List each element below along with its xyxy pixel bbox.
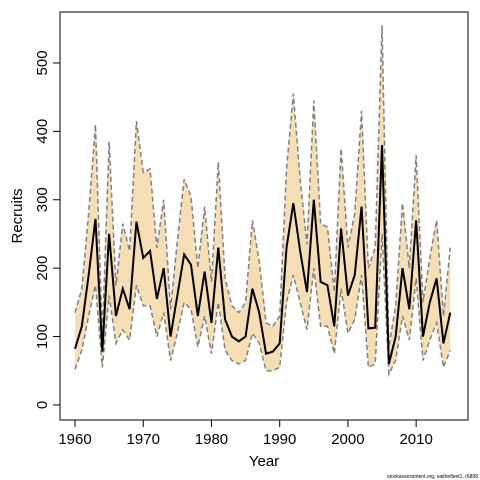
- upper-bound: [74, 25, 452, 347]
- x-tick-label: 1960: [58, 431, 91, 448]
- y-tick-label: 0: [34, 401, 51, 409]
- x-axis-label: Year: [249, 453, 279, 470]
- y-tick-label: 500: [34, 50, 51, 75]
- y-tick-label: 200: [34, 256, 51, 281]
- y-tick-label: 400: [34, 119, 51, 144]
- x-tick-label: 1980: [195, 431, 228, 448]
- x-tick-label: 1970: [127, 431, 160, 448]
- x-tick-label: 2000: [331, 431, 364, 448]
- y-axis-label: Recruits: [9, 188, 26, 243]
- confidence-band: [75, 25, 451, 375]
- y-tick-label: 100: [34, 324, 51, 349]
- estimate-line: [74, 144, 452, 365]
- footnote: stockassessment.org, saithefleet1, r6898: [387, 474, 478, 480]
- plot-frame: [59, 11, 469, 421]
- lower-bound: [74, 233, 451, 378]
- x-tick-label: 1990: [263, 431, 296, 448]
- y-tick-label: 300: [34, 187, 51, 212]
- x-tick-label: 2010: [399, 431, 432, 448]
